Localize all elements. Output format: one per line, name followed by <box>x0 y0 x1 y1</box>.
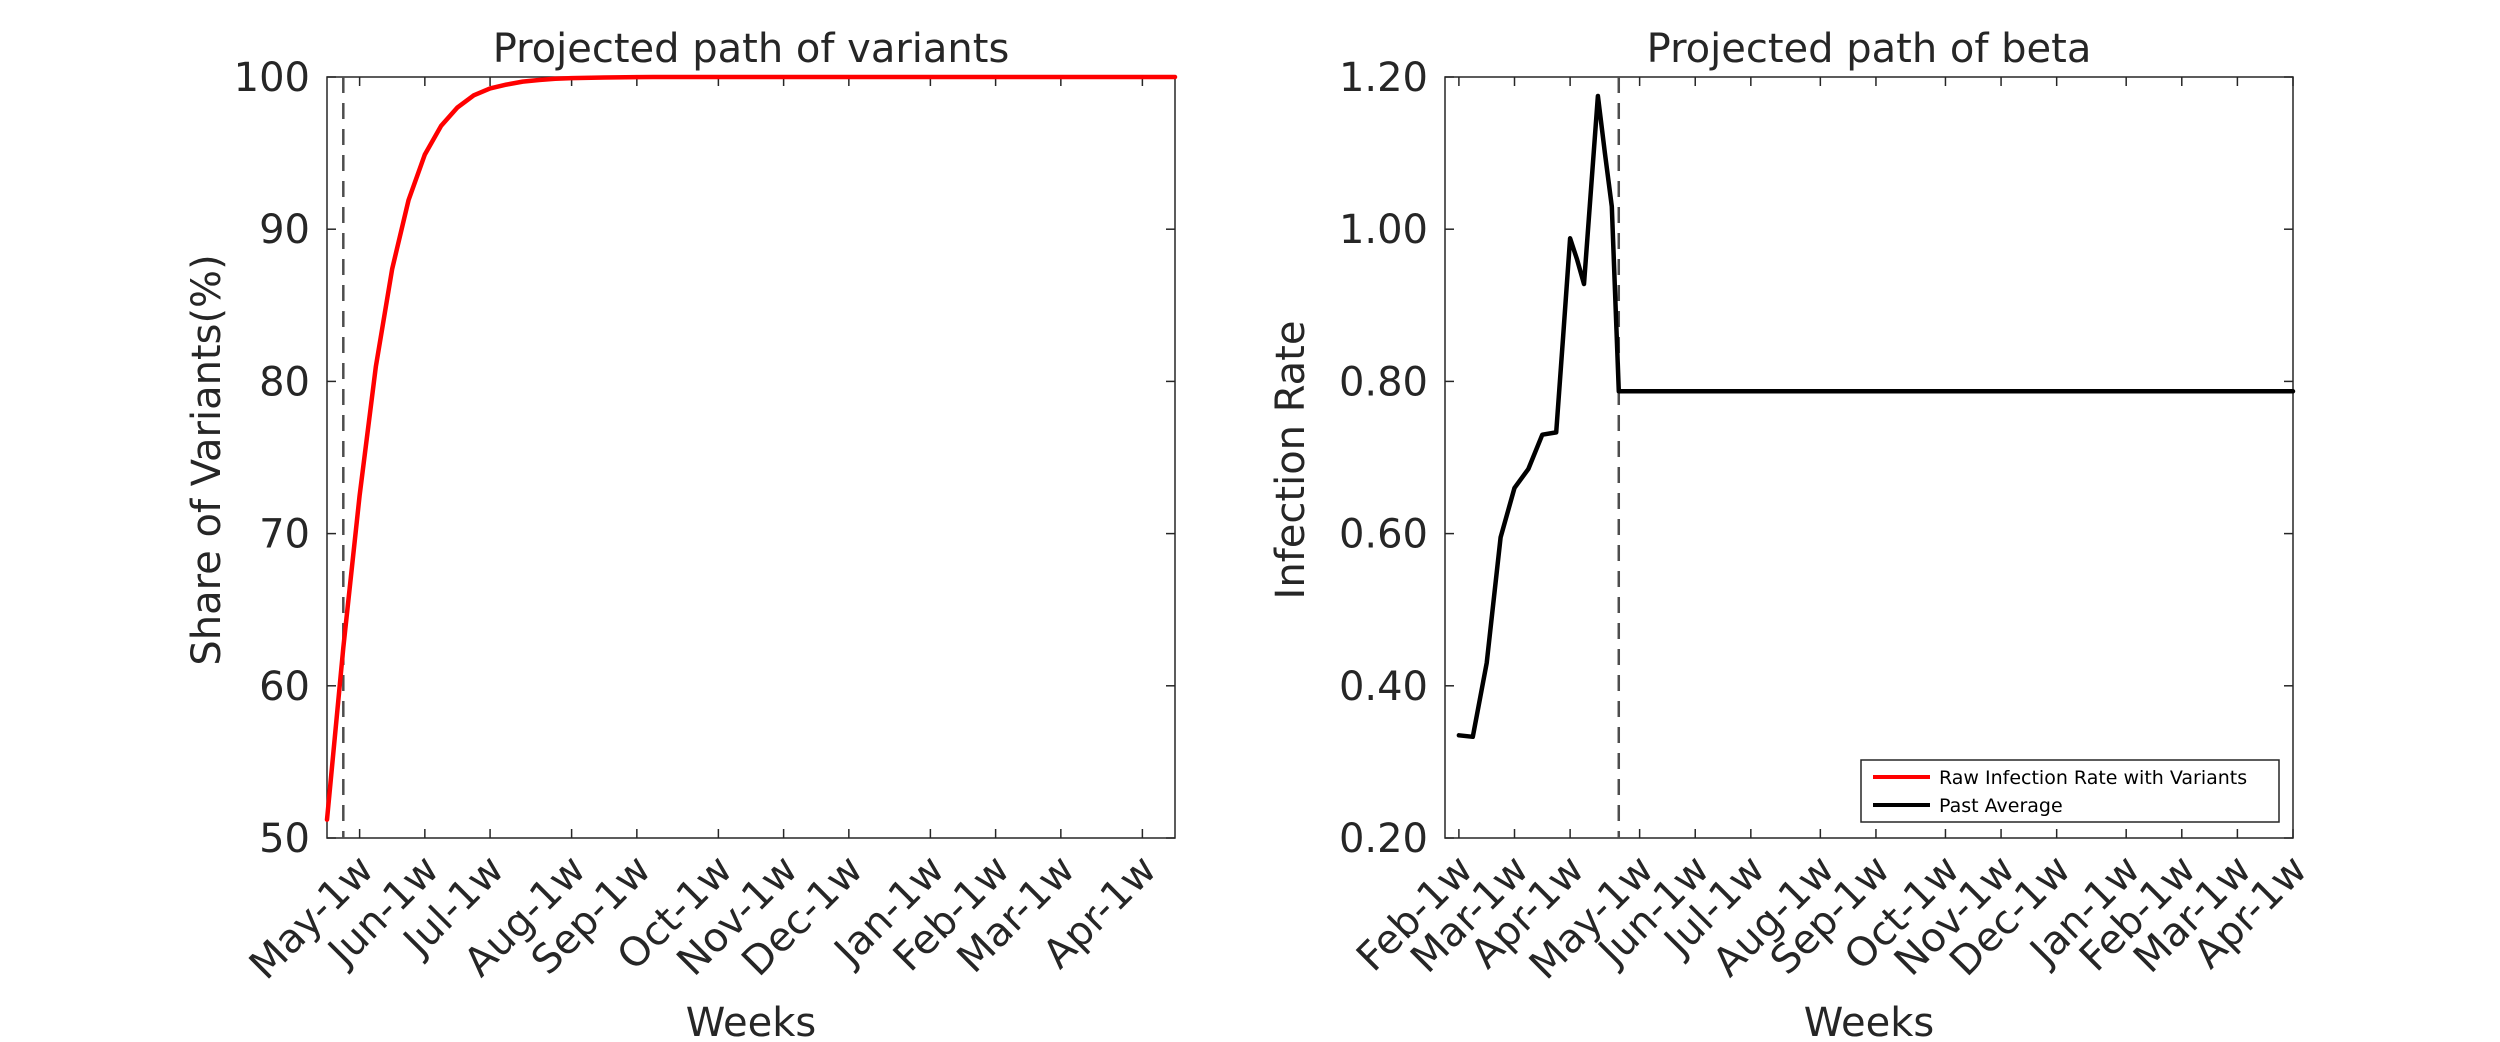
y-tick-label: 100 <box>234 55 310 101</box>
series-line <box>324 74 1178 822</box>
y-tick-label: 90 <box>259 207 310 253</box>
legend-box <box>1860 759 2280 823</box>
y-tick-label: 0.20 <box>1339 816 1428 862</box>
y-axis-label: Share of Variants(%) <box>184 254 230 665</box>
y-tick-label: 1.00 <box>1339 207 1428 253</box>
series-line <box>1456 93 2296 740</box>
y-tick-label: 0.80 <box>1339 359 1428 405</box>
y-tick-label: 0.60 <box>1339 512 1428 558</box>
y-tick-label: 80 <box>259 359 310 405</box>
y-axis-label: Infection Rate <box>1268 321 1314 600</box>
chart-title: Projected path of variants <box>493 26 1010 72</box>
ticks-layer: 5060708090100May-1wJun-1wJul-1wAug-1wSep… <box>234 55 1175 988</box>
x-axis-label: Weeks <box>686 1000 816 1042</box>
x-axis-label: Weeks <box>1804 1000 1934 1042</box>
y-tick-label: 1.20 <box>1339 55 1428 101</box>
legend: Raw Infection Rate with Variants Past Av… <box>1860 759 2280 823</box>
plot-layer <box>324 74 1178 838</box>
y-tick-label: 70 <box>259 512 310 558</box>
y-tick-label: 50 <box>259 816 310 862</box>
legend-label-raw: Raw Infection Rate with Variants <box>1939 767 2247 789</box>
chart-title: Projected path of beta <box>1647 26 2092 72</box>
variants-chart: Projected path of variants Weeks Share o… <box>184 26 1178 1042</box>
plot-layer <box>1456 77 2296 838</box>
plot-frame <box>1444 76 2294 839</box>
legend-label-past-average: Past Average <box>1939 795 2063 817</box>
ticks-layer: 0.200.400.600.801.001.20Feb-1wMar-1wApr-… <box>1339 55 2316 988</box>
beta-chart: Projected path of beta Weeks Infection R… <box>1268 26 2316 1042</box>
y-tick-label: 60 <box>259 664 310 710</box>
plot-frame <box>326 76 1176 839</box>
y-tick-label: 0.40 <box>1339 664 1428 710</box>
